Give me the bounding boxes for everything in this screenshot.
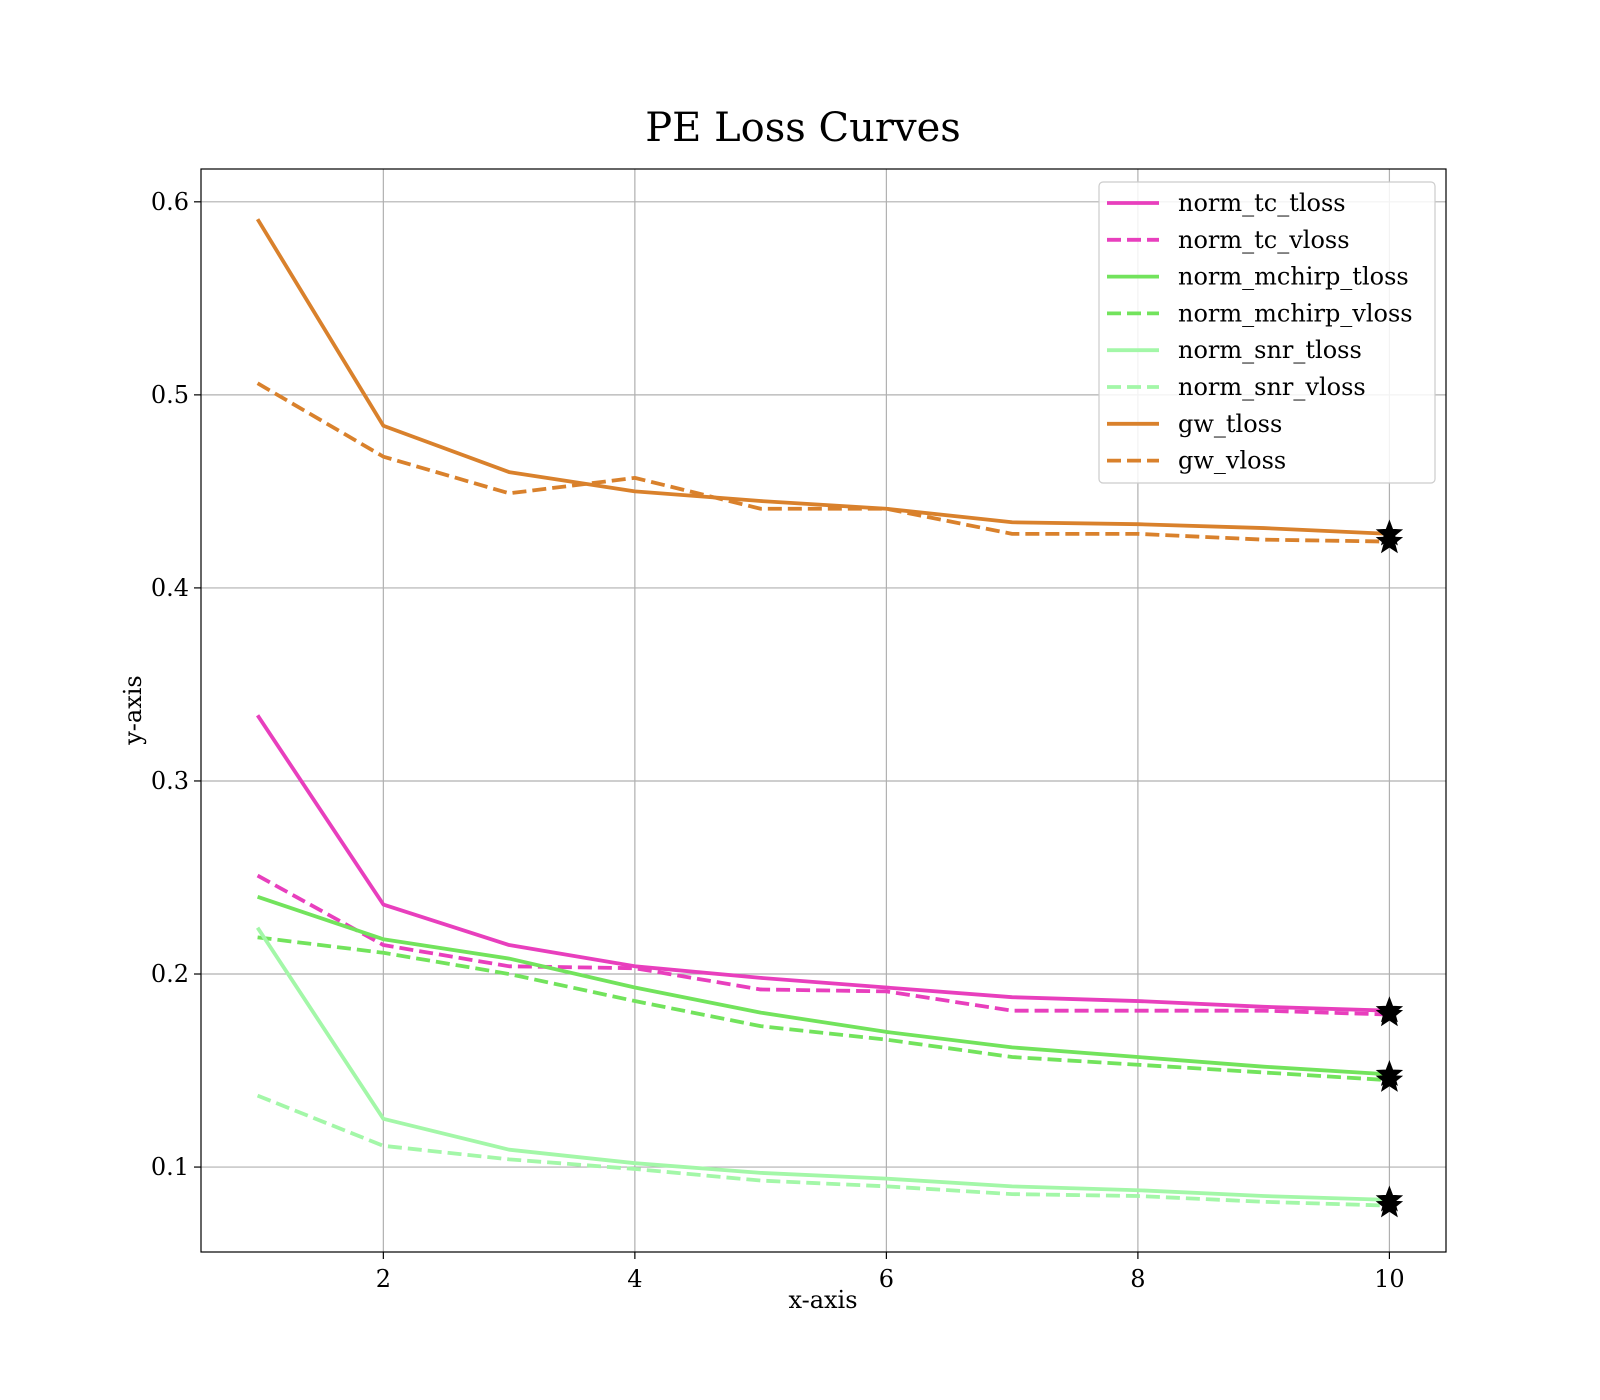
series-line-norm-snr-tloss: [256, 926, 1390, 1202]
legend-label: norm_mchirp_vloss: [1178, 299, 1413, 327]
legend-label: norm_tc_vloss: [1178, 226, 1350, 254]
x-tick-label: 4: [627, 1265, 642, 1293]
end-star-marker: [1375, 1065, 1404, 1092]
series-layer: [255, 218, 1390, 1208]
chart-title: PE Loss Curves: [645, 105, 961, 151]
y-axis-label: y-axis: [119, 675, 147, 746]
y-tick-label: 0.5: [151, 381, 189, 409]
legend-label: norm_snr_vloss: [1178, 373, 1366, 401]
legend-entries: norm_tc_tloss norm_tc_vloss norm_mchirp_tl…: [1107, 189, 1413, 475]
y-tick-label: 0.1: [151, 1153, 189, 1181]
series-line-norm-mchirp-vloss: [257, 935, 1390, 1083]
x-tick-label: 6: [879, 1265, 894, 1293]
legend-label: norm_tc_tloss: [1178, 189, 1346, 217]
y-tick-label: 0.6: [151, 188, 189, 216]
legend-label: norm_snr_tloss: [1178, 336, 1362, 364]
series-line-norm-tc-vloss: [256, 873, 1390, 1017]
end-star-marker: [1375, 527, 1404, 554]
end-marker-layer: [1375, 519, 1404, 1218]
plot-frame: [200, 168, 1447, 1253]
series-line-gw-tloss: [255, 218, 1390, 536]
x-tick-label: 2: [376, 1265, 391, 1293]
x-tick-label: 10: [1374, 1265, 1405, 1293]
legend: norm_tc_tloss norm_tc_vloss norm_mchirp_tl…: [1098, 181, 1436, 484]
x-axis-label: x-axis: [788, 1286, 857, 1314]
legend-label: gw_vloss: [1178, 447, 1286, 475]
series-line-norm-tc-tloss: [256, 714, 1390, 1013]
end-star-marker: [1375, 1000, 1404, 1027]
tick-layer: 2 4 6 8 10 0.1 0.2 0.3 0.4 0.5 0.6: [151, 188, 1405, 1293]
y-tick-label: 0.3: [151, 767, 189, 795]
legend-label: norm_mchirp_tloss: [1178, 263, 1409, 291]
end-star-marker: [1375, 1191, 1404, 1218]
legend-label: gw_tloss: [1178, 410, 1282, 438]
series-line-norm-mchirp-tloss: [256, 894, 1390, 1077]
series-line-gw-vloss: [256, 381, 1390, 544]
y-tick-label: 0.2: [151, 960, 189, 988]
legend-box: [1098, 181, 1436, 484]
x-tick-label: 8: [1130, 1265, 1145, 1293]
y-tick-label: 0.4: [151, 574, 189, 602]
